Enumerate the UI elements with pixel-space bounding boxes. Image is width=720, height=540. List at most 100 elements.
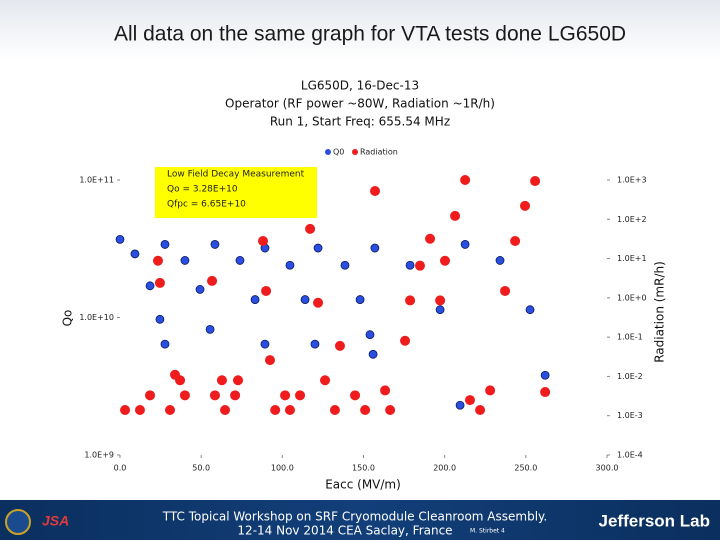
data-point [155, 314, 165, 324]
data-point [360, 404, 371, 415]
data-point [205, 324, 215, 334]
data-point [370, 243, 380, 253]
y-axis-label: Qo [61, 310, 75, 327]
data-point [207, 275, 218, 286]
data-point [320, 375, 331, 386]
footer-line: 12-14 Nov 2014 CEA Saclay, France [237, 524, 452, 538]
data-point [220, 404, 231, 415]
data-point [233, 375, 244, 386]
data-point [300, 295, 310, 304]
data-point [280, 390, 291, 401]
x-tick-label: 200.0 [433, 464, 456, 473]
x-axis-label: Eacc (MV/m) [325, 478, 401, 492]
data-point [540, 387, 551, 398]
x-tick-label: 300.0 [596, 464, 619, 473]
data-point [130, 249, 140, 259]
data-point [450, 210, 461, 221]
data-point [264, 355, 275, 366]
data-point [475, 404, 486, 415]
data-point [495, 256, 505, 265]
data-point [154, 277, 165, 288]
data-point [439, 255, 450, 266]
chart-title: Operator (RF power ~80W, Radiation ~1R/h… [225, 97, 495, 111]
data-point [385, 404, 396, 415]
data-point [368, 349, 378, 359]
y2-tick-label: 1.0E+1 [617, 254, 647, 263]
y2-tick-label: 1.0E-2 [617, 372, 643, 381]
data-point [460, 175, 471, 185]
legend-label: Q0 [333, 148, 344, 157]
x-tick-label: 0.0 [114, 464, 127, 473]
jsa-logo: JSA [42, 513, 69, 529]
slide-title: All data on the same graph for VTA tests… [114, 23, 626, 46]
data-point [525, 305, 535, 315]
data-point [334, 340, 345, 351]
doe-logo [5, 509, 31, 535]
data-point [400, 335, 411, 346]
data-point [520, 200, 531, 211]
data-point [530, 176, 541, 187]
data-point [195, 285, 205, 294]
y2-tick-label: 1.0E+3 [617, 176, 647, 185]
data-point [500, 285, 511, 296]
data-point [209, 390, 220, 401]
y-tick-label: 1.0E+11 [79, 176, 114, 185]
data-point [460, 240, 470, 249]
footer-author: M. Stirbet 4 [470, 528, 505, 535]
x-tick-label: 150.0 [352, 464, 375, 473]
data-point [164, 404, 175, 415]
y2-tick-label: 1.0E-3 [617, 411, 643, 420]
data-point [310, 339, 320, 349]
data-point [540, 370, 550, 380]
data-point [405, 295, 416, 306]
y2-tick-label: 1.0E+0 [617, 293, 647, 302]
legend-marker [352, 149, 358, 155]
data-point [134, 404, 145, 415]
annotation-box [155, 167, 317, 218]
data-point [425, 233, 436, 244]
y2-axis-label: Radiation (mR/h) [653, 261, 667, 363]
data-point [370, 185, 381, 196]
annotation-text: Low Field Decay Measurement [167, 170, 305, 180]
data-point [261, 285, 272, 296]
data-point [305, 223, 316, 234]
y-tick-label: 1.0E+9 [84, 451, 114, 460]
data-point [464, 395, 475, 406]
data-point [170, 369, 181, 380]
data-point [435, 305, 445, 315]
data-point [455, 400, 465, 410]
chart-title: Run 1, Start Freq: 655.54 MHz [270, 115, 450, 129]
data-point [329, 404, 340, 415]
data-point [285, 260, 295, 270]
data-point [284, 404, 295, 415]
data-point [350, 390, 361, 401]
data-point [510, 236, 521, 247]
data-point [230, 390, 241, 401]
footer-logo: Jefferson Lab [599, 511, 710, 530]
annotation-text: Qfpc = 6.65E+10 [167, 200, 246, 210]
chart: LG650D, 16-Dec-13 Operator (RF power ~80W… [61, 79, 667, 492]
y2-tick-label: 1.0E+2 [617, 215, 647, 224]
data-point [179, 390, 190, 401]
title-band [0, 0, 720, 60]
data-point [210, 240, 220, 249]
legend-marker [325, 149, 331, 155]
data-point [258, 236, 269, 247]
legend-label: Radiation [360, 148, 398, 157]
data-point [152, 255, 163, 266]
data-point [145, 281, 155, 291]
footer-line: TTC Topical Workshop on SRF Cryomodule C… [162, 510, 547, 524]
x-tick-label: 250.0 [514, 464, 537, 473]
data-point [235, 256, 245, 265]
data-point [270, 404, 281, 415]
data-point [120, 404, 131, 415]
data-point [160, 339, 170, 349]
data-point [313, 243, 323, 253]
chart-title: LG650D, 16-Dec-13 [301, 79, 419, 93]
data-point [250, 295, 260, 304]
data-point [115, 234, 125, 244]
data-point [313, 297, 324, 308]
data-point [380, 385, 391, 396]
data-point [355, 295, 365, 304]
